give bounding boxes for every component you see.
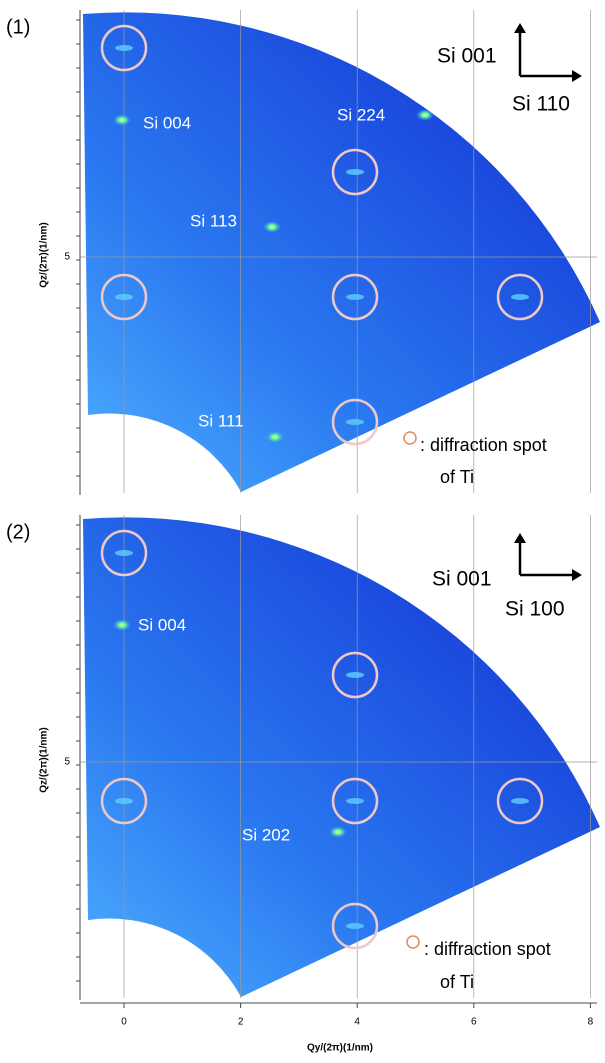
arrow-head [572,569,582,581]
orientation-label: Si 001 [432,568,492,591]
panel: 5 Qz/(2π)(1/nm) (2) Si 004 Si 202 Si 001 Si 10… [6,515,600,1000]
x-tick-label: 8 [588,1017,594,1028]
bright-spot [416,109,434,121]
legend-text: : diffraction spot [424,939,551,959]
ti-spot [346,169,364,175]
ti-spot [115,294,133,300]
y-tick-label: 5 [64,757,70,768]
detector-fan [83,12,600,493]
ti-spot [115,798,133,804]
panel-label: (1) [6,16,30,38]
ti-circle [331,398,379,446]
x-axis-label: Qy/(2π)(1/nm) [307,1043,373,1054]
spot-label: Si 113 [190,211,237,230]
detector-fan [83,517,600,997]
bright-spot [113,114,131,126]
y-axis-label: Qz/(2π)(1/nm) [39,222,50,287]
ti-spot [346,419,364,425]
ti-spot [511,798,529,804]
orientation-label: Si 001 [437,45,497,68]
ti-circle [331,902,379,950]
ti-spot [115,45,133,51]
legend-text: of Ti [440,972,474,992]
x-tick-label: 2 [238,1017,244,1028]
arrow-head [514,533,526,543]
y-tick-label: 5 [64,252,70,263]
bright-spot [113,619,131,631]
ti-spot [346,672,364,678]
spot-label: Si 224 [337,105,385,124]
legend-text: of Ti [440,467,474,487]
ti-circle [496,273,544,321]
spot-label: Si 202 [242,825,290,844]
arrow-head [572,70,582,82]
ti-circle [100,273,148,321]
ti-circle [100,777,148,825]
ti-spot [511,294,529,300]
arrow-head [514,23,526,33]
bright-spot [329,826,347,838]
ti-circle [100,24,148,72]
orientation-label: Si 100 [505,598,565,621]
bright-spot [266,431,284,443]
ti-spot [346,294,364,300]
ti-circle [331,273,379,321]
y-axis-label: Qz/(2π)(1/nm) [39,727,50,792]
spot-label: Si 004 [143,113,191,132]
x-tick-label: 6 [471,1017,477,1028]
legend-marker [406,935,420,949]
x-axis: 0 2 4 6 8 Qy/(2π)(1/nm) [80,1002,597,1054]
x-tick-label: 0 [121,1017,127,1028]
ti-circle [496,777,544,825]
panel: 5 Qz/(2π)(1/nm) (1) Si 004 Si 224 Si 113 Si 11… [6,10,600,495]
spot-label: Si 004 [138,615,186,634]
legend-text: : diffraction spot [420,435,547,455]
x-tick-label: 4 [354,1017,360,1028]
ti-circle [100,529,148,577]
spot-label: Si 111 [198,411,244,430]
ti-circle [331,148,379,196]
ti-spot [346,798,364,804]
orientation-label: Si 110 [512,93,570,116]
ti-spot [115,550,133,556]
legend-marker [403,431,417,445]
bright-spot [263,221,281,233]
ti-circle [331,777,379,825]
ti-spot [346,923,364,929]
ti-circle [331,651,379,699]
panel-label: (2) [6,521,30,543]
